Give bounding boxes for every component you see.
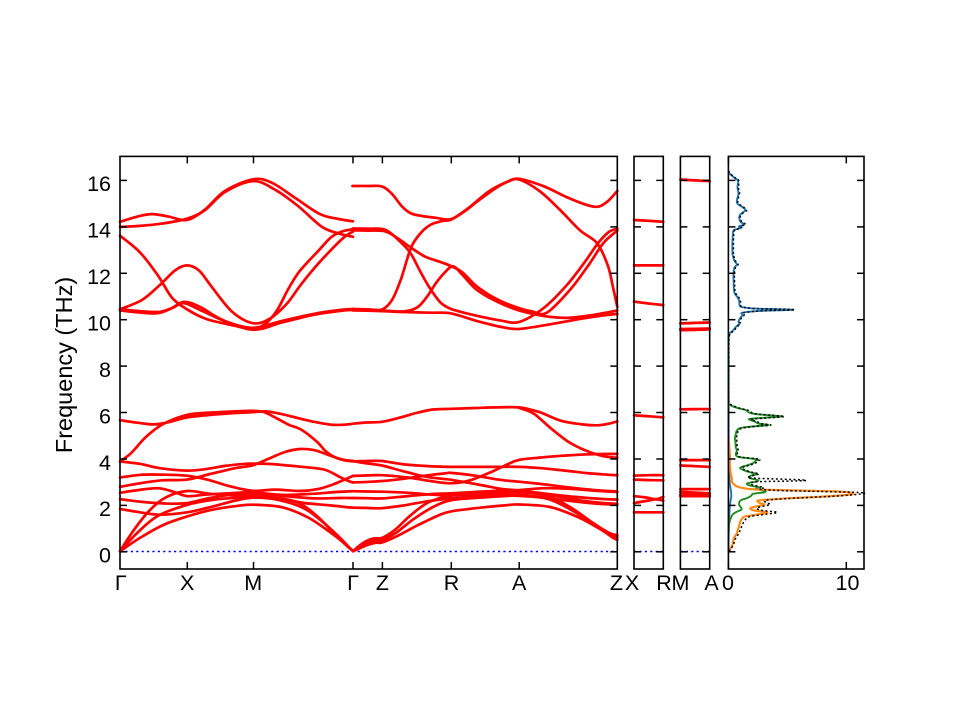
svg-text:A: A: [512, 571, 527, 595]
svg-text:M: M: [244, 571, 262, 595]
svg-text:Z: Z: [610, 571, 623, 595]
svg-text:X: X: [625, 571, 639, 595]
svg-text:12: 12: [87, 265, 111, 289]
svg-text:Γ: Γ: [115, 571, 127, 595]
svg-text:Frequency (THz): Frequency (THz): [51, 277, 77, 453]
svg-text:Z: Z: [376, 571, 389, 595]
svg-text:M: M: [672, 571, 690, 595]
svg-text:16: 16: [87, 172, 111, 196]
svg-text:Γ: Γ: [347, 571, 359, 595]
svg-text:A: A: [704, 571, 719, 595]
svg-text:10: 10: [87, 312, 111, 336]
svg-text:10: 10: [836, 571, 860, 595]
svg-text:X: X: [180, 571, 194, 595]
svg-text:6: 6: [99, 404, 111, 428]
svg-text:0: 0: [722, 571, 734, 595]
svg-text:0: 0: [99, 544, 111, 568]
svg-text:R: R: [444, 571, 460, 595]
svg-text:8: 8: [99, 358, 111, 382]
svg-text:2: 2: [99, 497, 111, 521]
svg-text:R: R: [656, 571, 672, 595]
svg-text:4: 4: [99, 451, 111, 475]
svg-text:14: 14: [87, 219, 111, 243]
